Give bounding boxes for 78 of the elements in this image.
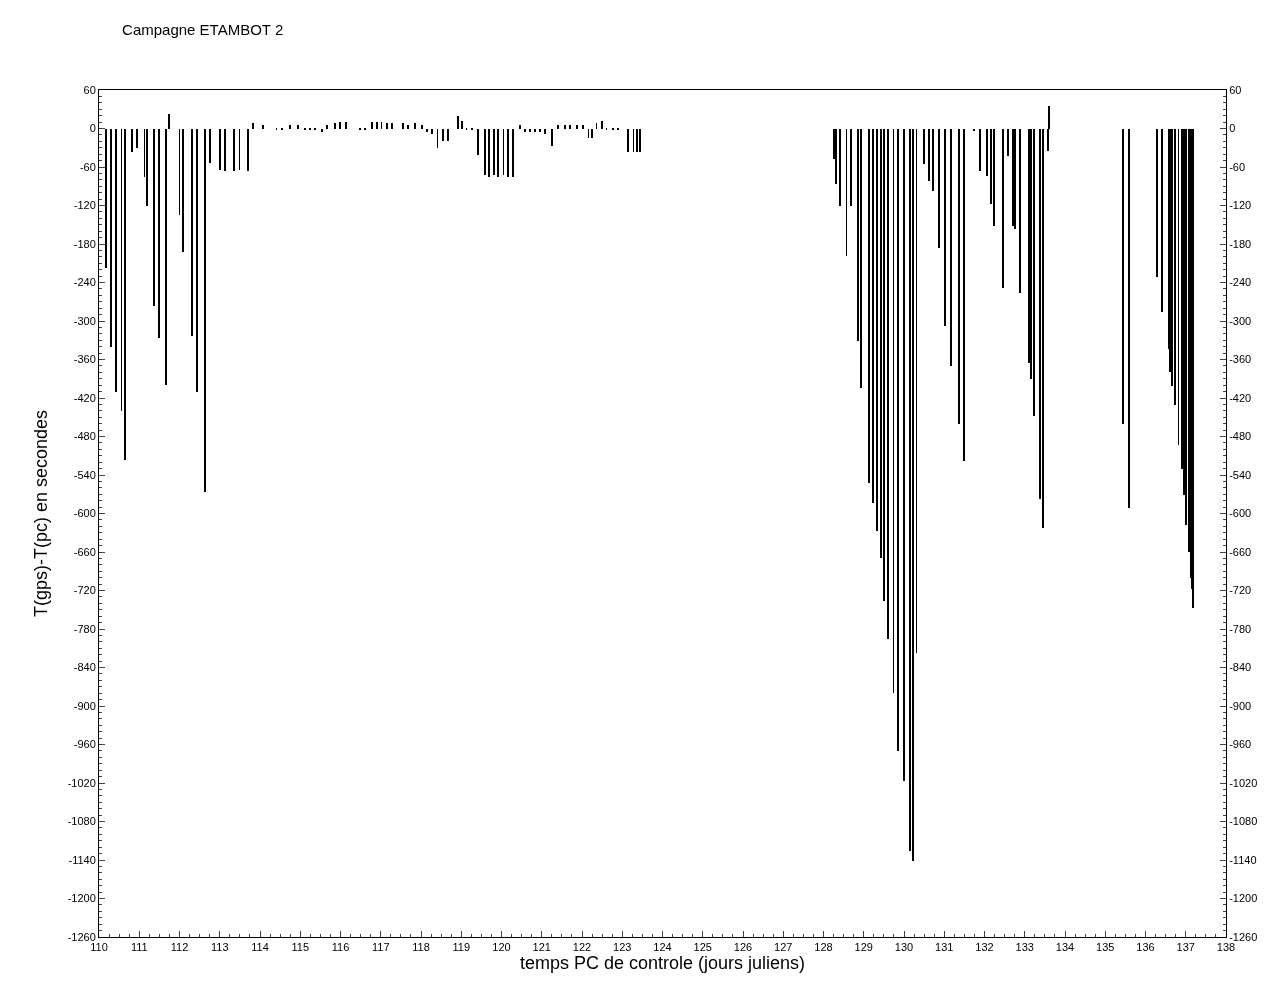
y2-tick-label: 0 bbox=[1229, 122, 1236, 135]
x-tick-label: 137 bbox=[1176, 941, 1195, 954]
y-tick-label: -540 bbox=[73, 468, 96, 481]
y-tick-label: -1140 bbox=[68, 853, 96, 866]
y-tick-label: 60 bbox=[83, 83, 96, 96]
y2-tick-label: -1260 bbox=[1229, 930, 1258, 943]
y2-tick-label: 60 bbox=[1229, 83, 1242, 96]
y2-tick-label: -540 bbox=[1229, 468, 1252, 481]
y-tick-label: -660 bbox=[73, 545, 96, 558]
x-tick-label: 132 bbox=[975, 941, 994, 954]
y-tick-label: -1020 bbox=[67, 776, 96, 789]
y2-tick-label: -180 bbox=[1229, 237, 1252, 250]
x-tick-label: 121 bbox=[532, 941, 551, 954]
y2-tick-label: -960 bbox=[1229, 738, 1252, 751]
y2-tick-label: -300 bbox=[1229, 314, 1252, 327]
y-tick-label: -1080 bbox=[67, 815, 96, 828]
x-tick-label: 113 bbox=[210, 941, 229, 954]
y-tick-label: -300 bbox=[73, 314, 96, 327]
y-tick-label: -720 bbox=[73, 584, 96, 597]
x-tick-label: 115 bbox=[291, 941, 310, 954]
y2-tick-label: -900 bbox=[1229, 699, 1252, 712]
x-tick-label: 112 bbox=[170, 941, 189, 954]
x-tick-label: 111 bbox=[130, 941, 148, 954]
x-tick-label: 131 bbox=[935, 941, 954, 954]
y-tick-label: -900 bbox=[73, 699, 96, 712]
y-tick-label: -360 bbox=[73, 353, 96, 366]
y2-tick-label: -420 bbox=[1229, 391, 1252, 404]
y2-tick-label: -480 bbox=[1229, 430, 1252, 443]
x-tick-label: 129 bbox=[854, 941, 873, 954]
x-tick-label: 117 bbox=[371, 941, 390, 954]
x-tick-label: 130 bbox=[894, 941, 914, 954]
x-tick-label: 116 bbox=[331, 941, 350, 954]
y-tick-label: 0 bbox=[89, 122, 96, 135]
y-tick-label: -1260 bbox=[67, 930, 96, 943]
y-tick-label: -960 bbox=[73, 738, 96, 751]
x-tick-label: 119 bbox=[452, 941, 471, 954]
x-tick-label: 118 bbox=[412, 941, 430, 954]
y-tick-label: -180 bbox=[73, 237, 96, 250]
y-tick-label: -420 bbox=[73, 391, 96, 404]
y-axis-title: T(gps)-T(pc) en secondes bbox=[30, 409, 51, 618]
y-tick-label: -240 bbox=[73, 276, 96, 289]
x-tick-label: 122 bbox=[572, 941, 592, 954]
y2-tick-label: -1200 bbox=[1229, 892, 1258, 905]
x-tick-label: 125 bbox=[693, 941, 712, 954]
y2-tick-label: -1140 bbox=[1229, 853, 1257, 866]
x-tick-label: 120 bbox=[492, 941, 511, 954]
y2-tick-label: -120 bbox=[1229, 199, 1252, 212]
y2-tick-label: -1020 bbox=[1229, 776, 1258, 789]
y2-tick-label: -360 bbox=[1229, 353, 1252, 366]
y-tick-label: -780 bbox=[73, 622, 96, 635]
x-tick-label: 114 bbox=[251, 941, 269, 954]
y-tick-label: -480 bbox=[73, 430, 96, 443]
x-tick-label: 128 bbox=[814, 941, 833, 954]
x-tick-label: 124 bbox=[653, 941, 672, 954]
chart-title: Campagne ETAMBOT 2 bbox=[122, 21, 284, 39]
y2-tick-label: -720 bbox=[1229, 584, 1252, 597]
y2-tick-label: -240 bbox=[1229, 276, 1252, 289]
y2-tick-label: -600 bbox=[1229, 507, 1252, 520]
x-tick-label: 135 bbox=[1096, 941, 1115, 954]
y-tick-label: -600 bbox=[73, 507, 96, 520]
x-tick-label: 126 bbox=[733, 941, 753, 954]
x-axis-title: temps PC de controle (jours juliens) bbox=[519, 953, 806, 974]
y-tick-label: -120 bbox=[73, 199, 96, 212]
x-tick-label: 110 bbox=[90, 941, 108, 954]
x-tick-label: 127 bbox=[774, 941, 793, 954]
x-tick-label: 136 bbox=[1136, 941, 1155, 954]
y2-tick-label: -60 bbox=[1229, 160, 1246, 173]
y2-tick-label: -780 bbox=[1229, 622, 1252, 635]
y-tick-label: -60 bbox=[79, 160, 96, 173]
y2-tick-label: -840 bbox=[1229, 661, 1252, 674]
x-tick-label: 134 bbox=[1055, 941, 1075, 954]
x-tick-label: 138 bbox=[1216, 941, 1236, 954]
y2-tick-label: -660 bbox=[1229, 545, 1252, 558]
y2-tick-label: -1080 bbox=[1229, 815, 1258, 828]
x-tick-label: 123 bbox=[613, 941, 632, 954]
y-tick-label: -1200 bbox=[67, 892, 96, 905]
y-tick-label: -840 bbox=[73, 661, 96, 674]
x-tick-label: 133 bbox=[1015, 941, 1034, 954]
